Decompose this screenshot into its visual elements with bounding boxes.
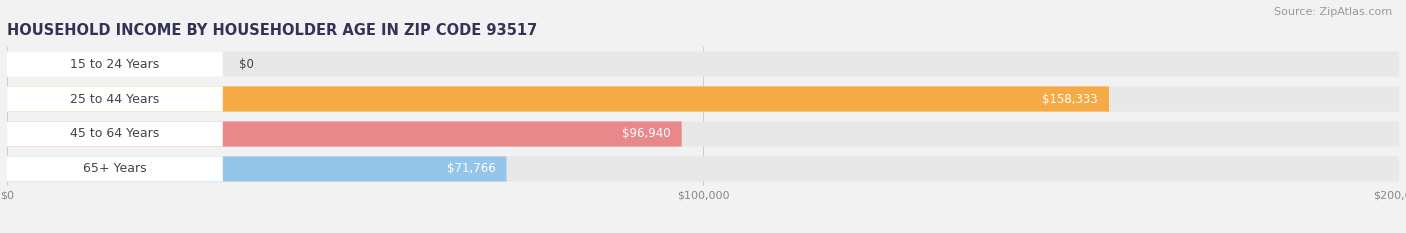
FancyBboxPatch shape — [7, 51, 1399, 77]
FancyBboxPatch shape — [7, 86, 1399, 112]
FancyBboxPatch shape — [7, 156, 222, 182]
Text: $158,333: $158,333 — [1042, 93, 1098, 106]
Text: Source: ZipAtlas.com: Source: ZipAtlas.com — [1274, 7, 1392, 17]
Text: 15 to 24 Years: 15 to 24 Years — [70, 58, 159, 71]
Text: HOUSEHOLD INCOME BY HOUSEHOLDER AGE IN ZIP CODE 93517: HOUSEHOLD INCOME BY HOUSEHOLDER AGE IN Z… — [7, 24, 537, 38]
Text: 65+ Years: 65+ Years — [83, 162, 146, 175]
FancyBboxPatch shape — [7, 121, 222, 147]
Text: 25 to 44 Years: 25 to 44 Years — [70, 93, 159, 106]
FancyBboxPatch shape — [7, 86, 1109, 112]
Text: 45 to 64 Years: 45 to 64 Years — [70, 127, 159, 140]
FancyBboxPatch shape — [7, 51, 222, 77]
FancyBboxPatch shape — [7, 121, 682, 147]
FancyBboxPatch shape — [7, 156, 506, 182]
FancyBboxPatch shape — [7, 121, 1399, 147]
Text: $96,940: $96,940 — [621, 127, 671, 140]
Text: $0: $0 — [239, 58, 254, 71]
FancyBboxPatch shape — [7, 156, 1399, 182]
FancyBboxPatch shape — [7, 86, 222, 112]
Text: $71,766: $71,766 — [447, 162, 495, 175]
